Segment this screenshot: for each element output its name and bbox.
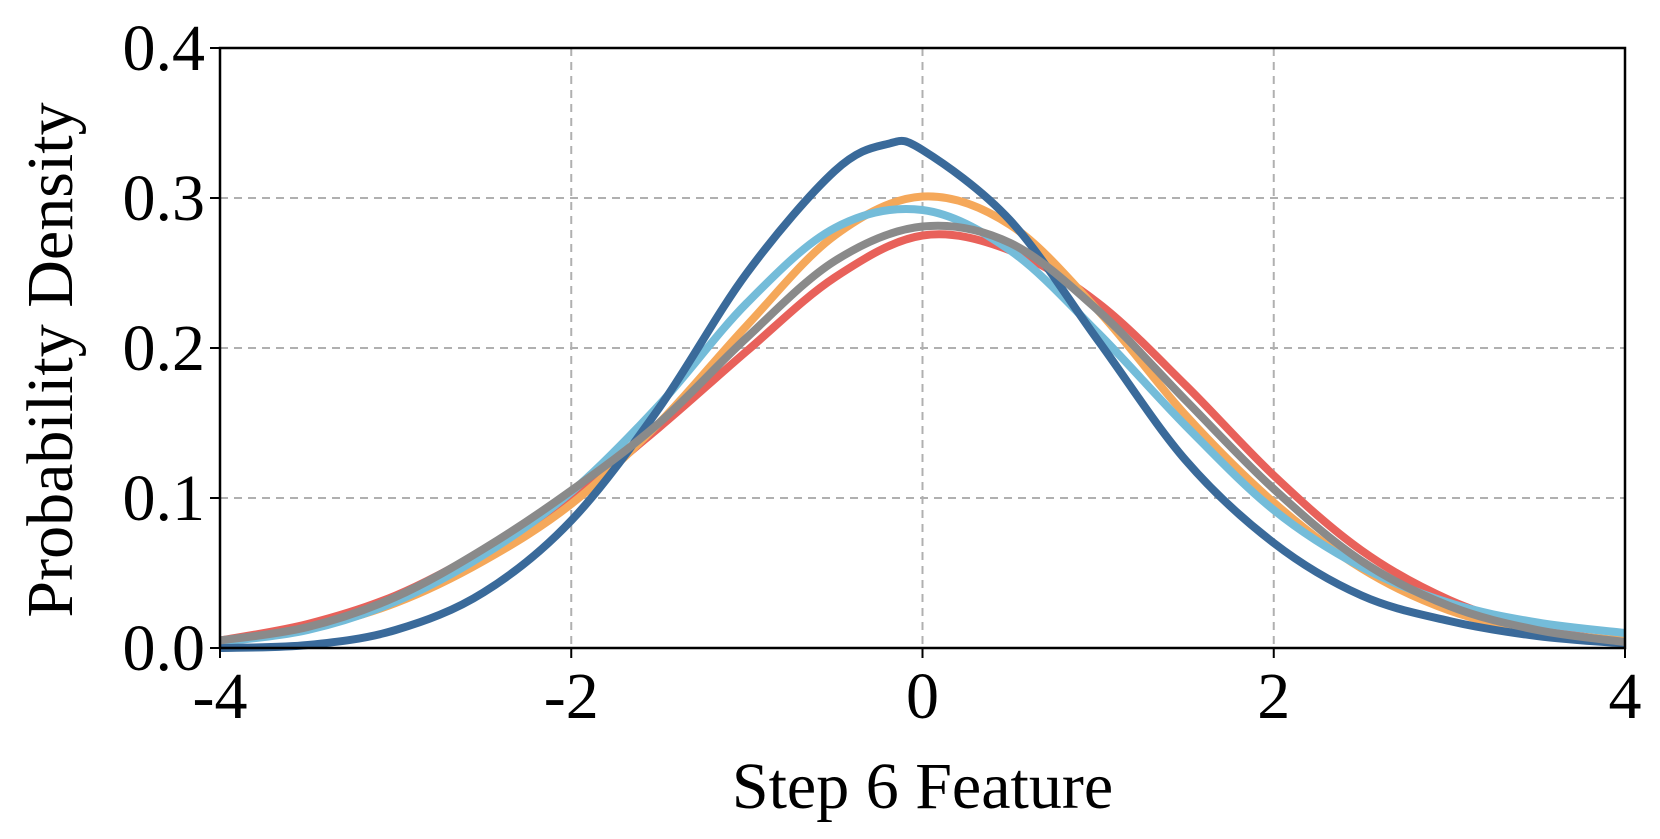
grid	[220, 48, 1625, 648]
series-layer	[219, 136, 1626, 652]
x-axis: -4 -2 0 2 4	[193, 648, 1642, 733]
x-axis-title: Step 6 Feature	[732, 750, 1113, 823]
x-tick-label: 4	[1609, 660, 1642, 733]
y-axis: 0.0 0.1 0.2 0.3 0.4	[123, 12, 220, 685]
series-line-3	[219, 204, 1626, 646]
x-tick-label: 2	[1257, 660, 1290, 733]
y-tick-label: 0.1	[123, 462, 206, 535]
series-line-5	[219, 221, 1626, 646]
y-tick-label: 0.0	[123, 612, 206, 685]
x-tick-label: -2	[544, 660, 599, 733]
y-axis-title: Probability Density	[14, 102, 87, 617]
y-tick-label: 0.3	[123, 162, 206, 235]
series-line-4	[219, 136, 1626, 652]
y-tick-label: 0.4	[123, 12, 206, 85]
x-tick-label: -4	[193, 660, 248, 733]
x-tick-label: 0	[906, 660, 939, 733]
y-tick-label: 0.2	[123, 312, 206, 385]
